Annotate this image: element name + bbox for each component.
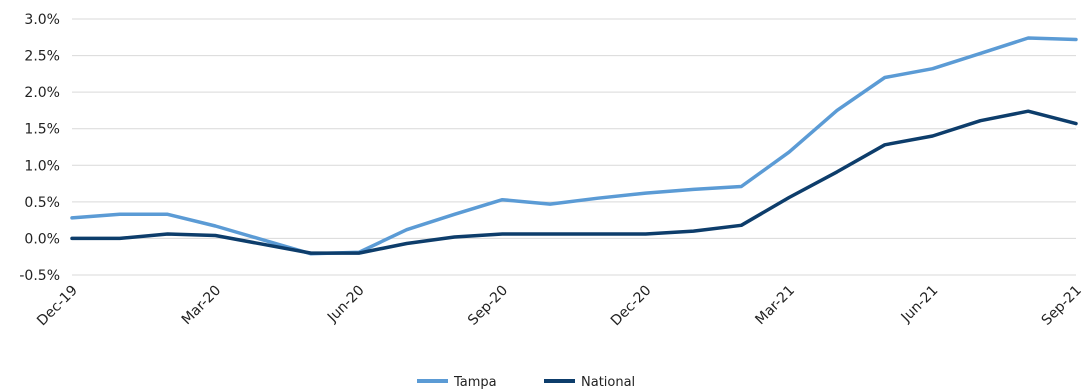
y-tick-label: 0.5%	[24, 195, 60, 211]
series-line-national	[70, 109, 1078, 255]
x-tick-label: Mar-20	[179, 283, 225, 329]
series-lines	[70, 36, 1078, 256]
y-tick-label: 0.0%	[24, 231, 60, 247]
x-tick-label: Sep-20	[465, 283, 511, 329]
legend: Tampa National	[417, 375, 635, 390]
x-tick-label: Mar-21	[752, 283, 798, 329]
y-tick-label: -0.5%	[19, 268, 60, 284]
x-tick-label: Dec-19	[34, 283, 81, 330]
y-tick-label: 2.0%	[24, 85, 60, 101]
series-line-tampa	[70, 36, 1078, 256]
legend-label-national: National	[581, 375, 635, 390]
y-tick-label: 1.0%	[24, 158, 60, 174]
y-tick-label: 3.0%	[24, 12, 60, 28]
legend-label-tampa: Tampa	[453, 375, 497, 390]
x-tick-label: Sep-21	[1039, 283, 1085, 329]
x-tick-label: Jun-21	[898, 283, 942, 327]
x-axis-tick-labels: Dec-19 Mar-20 Jun-20 Sep-20 Dec-20 Mar-21 Jun-…	[34, 283, 1085, 330]
y-tick-label: 1.5%	[24, 122, 60, 138]
y-axis-tick-labels: 3.0% 2.5% 2.0% 1.5% 1.0% 0.5% 0.0% -0.5%	[19, 12, 60, 284]
y-tick-label: 2.5%	[24, 49, 60, 65]
x-tick-label: Dec-20	[608, 283, 655, 330]
x-tick-label: Jun-20	[324, 283, 368, 327]
